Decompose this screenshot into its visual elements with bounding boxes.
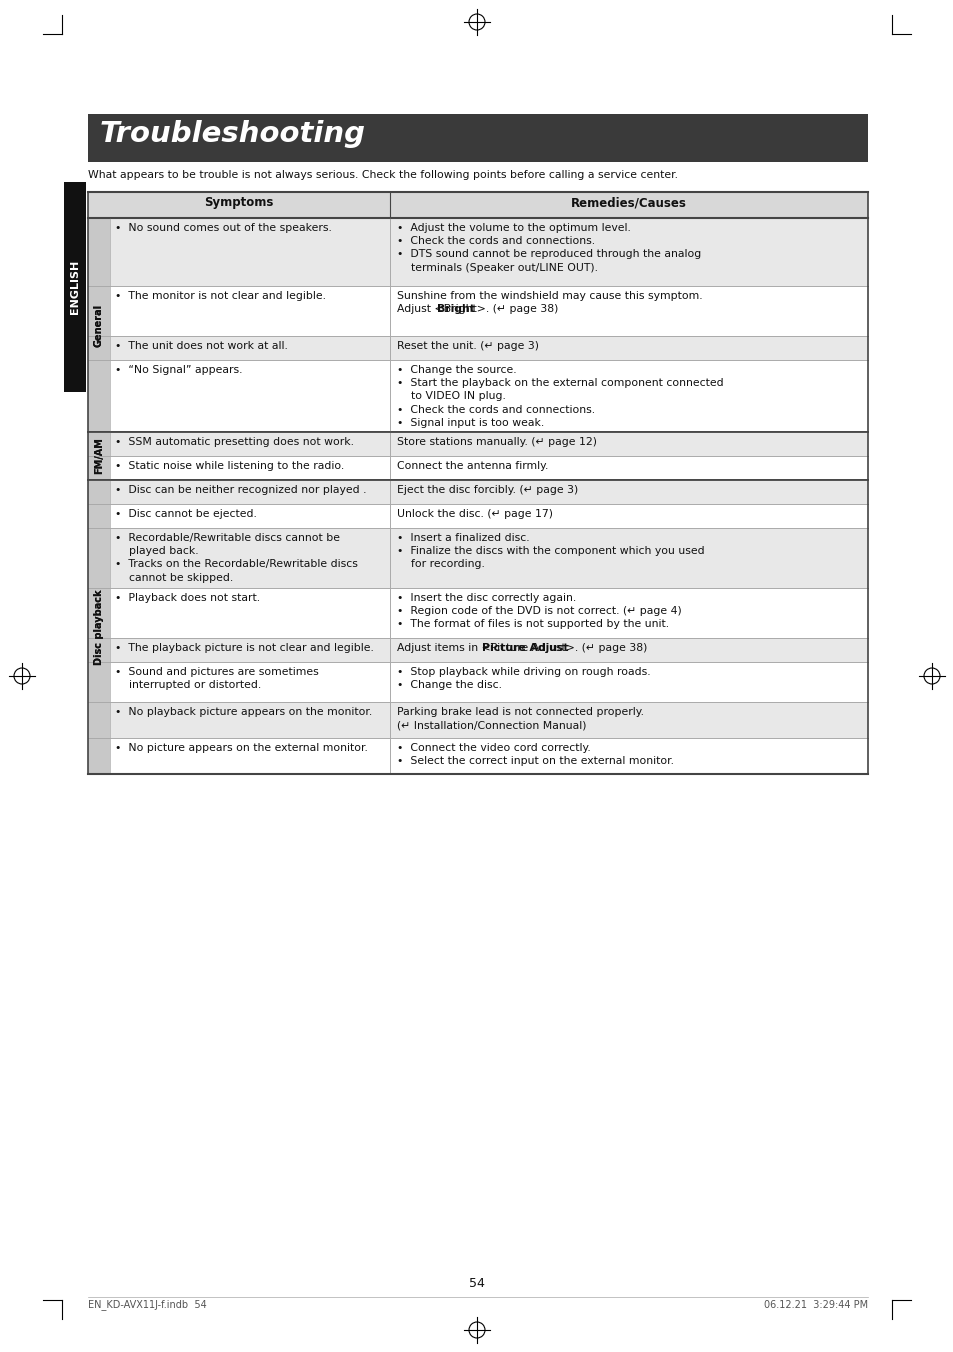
Text: •  Disc can be neither recognized nor played .: • Disc can be neither recognized nor pla… <box>115 485 366 495</box>
Text: •  Recordable/Rewritable discs cannot be
    played back.
•  Tracks on the Recor: • Recordable/Rewritable discs cannot be … <box>115 533 357 583</box>
FancyBboxPatch shape <box>88 433 867 456</box>
Text: •  The unit does not work at all.: • The unit does not work at all. <box>115 341 288 352</box>
Text: •  “No Signal” appears.: • “No Signal” appears. <box>115 365 242 375</box>
FancyBboxPatch shape <box>88 480 110 773</box>
Text: •  No sound comes out of the speakers.: • No sound comes out of the speakers. <box>115 223 332 233</box>
FancyBboxPatch shape <box>390 192 867 218</box>
Text: •  No playback picture appears on the monitor.: • No playback picture appears on the mon… <box>115 707 372 717</box>
Text: Reset the unit. (↵ page 3): Reset the unit. (↵ page 3) <box>396 341 538 352</box>
FancyBboxPatch shape <box>88 480 110 504</box>
FancyBboxPatch shape <box>88 738 110 773</box>
Text: General: General <box>94 303 104 346</box>
FancyBboxPatch shape <box>88 287 110 337</box>
Text: 06.12.21  3:29:44 PM: 06.12.21 3:29:44 PM <box>763 1301 867 1310</box>
Text: •  Insert the disc correctly again.
•  Region code of the DVD is not correct. (↵: • Insert the disc correctly again. • Reg… <box>396 594 681 630</box>
FancyBboxPatch shape <box>88 504 110 529</box>
Text: •  The monitor is not clear and legible.: • The monitor is not clear and legible. <box>115 291 326 301</box>
Text: •  No picture appears on the external monitor.: • No picture appears on the external mon… <box>115 744 368 753</box>
FancyBboxPatch shape <box>88 529 867 588</box>
Text: 54: 54 <box>469 1278 484 1290</box>
FancyBboxPatch shape <box>88 529 110 588</box>
FancyBboxPatch shape <box>88 360 110 433</box>
FancyBboxPatch shape <box>88 588 110 638</box>
FancyBboxPatch shape <box>88 638 867 662</box>
FancyBboxPatch shape <box>88 287 867 337</box>
Text: Connect the antenna firmly.: Connect the antenna firmly. <box>396 461 548 470</box>
FancyBboxPatch shape <box>88 218 110 433</box>
Text: Disc playback: Disc playback <box>94 589 104 665</box>
Text: General: General <box>94 303 104 346</box>
Text: •  Static noise while listening to the radio.: • Static noise while listening to the ra… <box>115 461 344 470</box>
FancyBboxPatch shape <box>88 588 867 638</box>
Text: FM/AM: FM/AM <box>94 438 104 475</box>
Text: What appears to be trouble is not always serious. Check the following points bef: What appears to be trouble is not always… <box>88 170 678 180</box>
Text: •  Insert a finalized disc.
•  Finalize the discs with the component which you u: • Insert a finalized disc. • Finalize th… <box>396 533 704 569</box>
Text: Picture Adjust: Picture Adjust <box>481 644 568 653</box>
FancyBboxPatch shape <box>88 638 110 662</box>
Text: Parking brake lead is not connected properly.
(↵ Installation/Connection Manual): Parking brake lead is not connected prop… <box>396 707 643 730</box>
FancyBboxPatch shape <box>88 433 110 480</box>
Text: Troubleshooting: Troubleshooting <box>100 120 366 147</box>
FancyBboxPatch shape <box>88 702 867 738</box>
FancyBboxPatch shape <box>88 738 867 773</box>
FancyBboxPatch shape <box>88 702 110 738</box>
FancyBboxPatch shape <box>88 114 867 162</box>
Text: Unlock the disc. (↵ page 17): Unlock the disc. (↵ page 17) <box>396 508 553 519</box>
FancyBboxPatch shape <box>88 218 867 287</box>
Text: Eject the disc forcibly. (↵ page 3): Eject the disc forcibly. (↵ page 3) <box>396 485 578 495</box>
Text: Store stations manually. (↵ page 12): Store stations manually. (↵ page 12) <box>396 437 597 448</box>
FancyBboxPatch shape <box>88 218 110 287</box>
FancyBboxPatch shape <box>88 192 390 218</box>
Text: Adjust items in <Picture Adjust>. (↵ page 38): Adjust items in <Picture Adjust>. (↵ pag… <box>396 644 647 653</box>
Text: Disc playback: Disc playback <box>94 589 104 665</box>
Text: Sunshine from the windshield may cause this symptom.
Adjust <Bright>. (↵ page 38: Sunshine from the windshield may cause t… <box>396 291 702 314</box>
FancyBboxPatch shape <box>88 433 110 480</box>
FancyBboxPatch shape <box>88 456 867 480</box>
FancyBboxPatch shape <box>88 480 867 504</box>
Text: Symptoms: Symptoms <box>204 196 274 210</box>
FancyBboxPatch shape <box>88 337 110 360</box>
Text: Remedies/Causes: Remedies/Causes <box>571 196 686 210</box>
Text: •  Adjust the volume to the optimum level.
•  Check the cords and connections.
•: • Adjust the volume to the optimum level… <box>396 223 700 273</box>
FancyBboxPatch shape <box>88 218 110 433</box>
FancyBboxPatch shape <box>88 480 110 773</box>
FancyBboxPatch shape <box>88 504 867 529</box>
Text: •  SSM automatic presetting does not work.: • SSM automatic presetting does not work… <box>115 437 354 448</box>
FancyBboxPatch shape <box>88 662 867 702</box>
Text: •  Stop playback while driving on rough roads.
•  Change the disc.: • Stop playback while driving on rough r… <box>396 667 650 691</box>
FancyBboxPatch shape <box>88 337 867 360</box>
Text: •  Disc cannot be ejected.: • Disc cannot be ejected. <box>115 508 256 519</box>
FancyBboxPatch shape <box>88 433 110 456</box>
Text: EN_KD-AVX11J-f.indb  54: EN_KD-AVX11J-f.indb 54 <box>88 1299 207 1310</box>
Text: ENGLISH: ENGLISH <box>70 260 80 314</box>
Text: FM/AM: FM/AM <box>94 438 104 475</box>
FancyBboxPatch shape <box>88 456 110 480</box>
Text: •  Connect the video cord correctly.
•  Select the correct input on the external: • Connect the video cord correctly. • Se… <box>396 744 673 767</box>
FancyBboxPatch shape <box>64 183 86 392</box>
FancyBboxPatch shape <box>88 360 867 433</box>
Text: Bright: Bright <box>436 303 475 314</box>
Text: •  Playback does not start.: • Playback does not start. <box>115 594 260 603</box>
Text: •  Change the source.
•  Start the playback on the external component connected
: • Change the source. • Start the playbac… <box>396 365 723 427</box>
FancyBboxPatch shape <box>88 662 110 702</box>
Text: •  The playback picture is not clear and legible.: • The playback picture is not clear and … <box>115 644 374 653</box>
Text: •  Sound and pictures are sometimes
    interrupted or distorted.: • Sound and pictures are sometimes inter… <box>115 667 318 691</box>
